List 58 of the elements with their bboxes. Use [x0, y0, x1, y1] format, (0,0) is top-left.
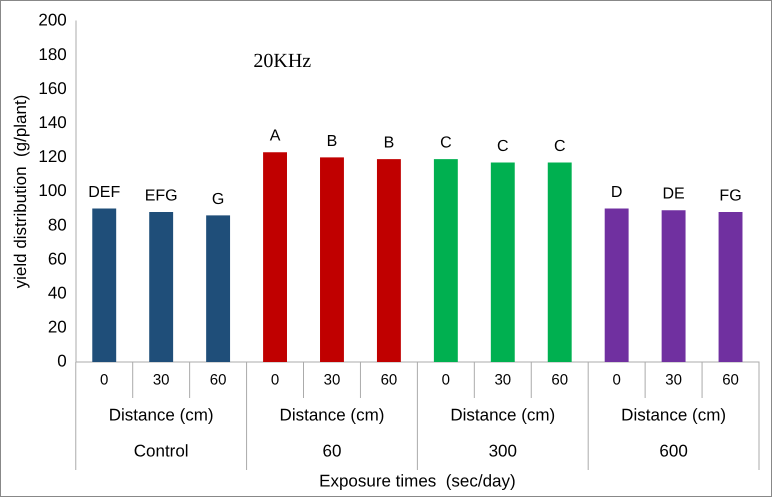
bar: [92, 208, 116, 362]
data-label: B: [384, 134, 394, 152]
x-tick-label: 30: [494, 372, 512, 388]
bar: [263, 152, 287, 362]
text: 300: [488, 442, 517, 461]
y-tick-label: 160: [38, 78, 67, 98]
y-tick-label: 200: [38, 10, 67, 30]
y-tick-label: 120: [38, 147, 67, 166]
annotation: 20KHz: [253, 50, 312, 72]
text: Distance (cm): [450, 406, 556, 425]
x-tick-label: 0: [270, 372, 280, 388]
text: Distance (cm): [108, 406, 214, 425]
y-tick-label: 100: [38, 181, 67, 200]
y-tick-label: 0: [57, 352, 67, 371]
bar: [434, 159, 458, 362]
y-tick-label: 60: [48, 249, 67, 268]
bar: [149, 212, 174, 362]
text: Distance (cm): [280, 406, 384, 425]
bar: [376, 159, 401, 362]
x-tick-label: 0: [442, 372, 450, 388]
data-label: FG: [719, 187, 742, 204]
bar: [320, 157, 344, 362]
text: Distance (cm): [621, 406, 726, 425]
x-tick-label: 60: [210, 372, 226, 388]
x-axis-title: Exposure times (sec/day): [319, 471, 516, 490]
bar: [548, 162, 572, 362]
data-label: C: [497, 138, 509, 155]
bar: [662, 210, 686, 362]
bar: [206, 215, 230, 362]
data-label: A: [270, 128, 281, 145]
data-label: D: [610, 184, 622, 201]
bar: [718, 212, 742, 362]
x-tick-label: 30: [324, 372, 340, 388]
x-tick-label: 0: [612, 372, 621, 388]
data-label: EFG: [144, 187, 178, 204]
text: 600: [659, 442, 688, 461]
y-tick-label: 80: [48, 215, 67, 234]
y-tick-label: 20: [48, 318, 67, 337]
data-label: DEF: [88, 184, 120, 201]
data-label: C: [554, 138, 566, 155]
x-tick-label: 30: [665, 372, 682, 388]
data-label: B: [326, 132, 338, 150]
bar: [604, 208, 629, 362]
text: 60: [322, 442, 342, 461]
y-axis-title: yield distribution (g/plant): [10, 94, 30, 288]
x-tick-label: 60: [380, 372, 398, 388]
y-tick-label: 140: [38, 112, 67, 132]
data-label: DE: [662, 186, 685, 203]
text: Control: [134, 442, 189, 461]
data-label: G: [212, 190, 224, 208]
x-tick-label: 60: [551, 372, 568, 388]
bar: [490, 162, 515, 362]
x-tick-label: 60: [722, 372, 739, 388]
data-label: C: [440, 134, 452, 152]
y-tick-label: 180: [38, 44, 67, 64]
x-tick-label: 30: [152, 372, 170, 388]
y-tick-label: 40: [48, 283, 67, 302]
x-tick-label: 0: [100, 372, 108, 388]
